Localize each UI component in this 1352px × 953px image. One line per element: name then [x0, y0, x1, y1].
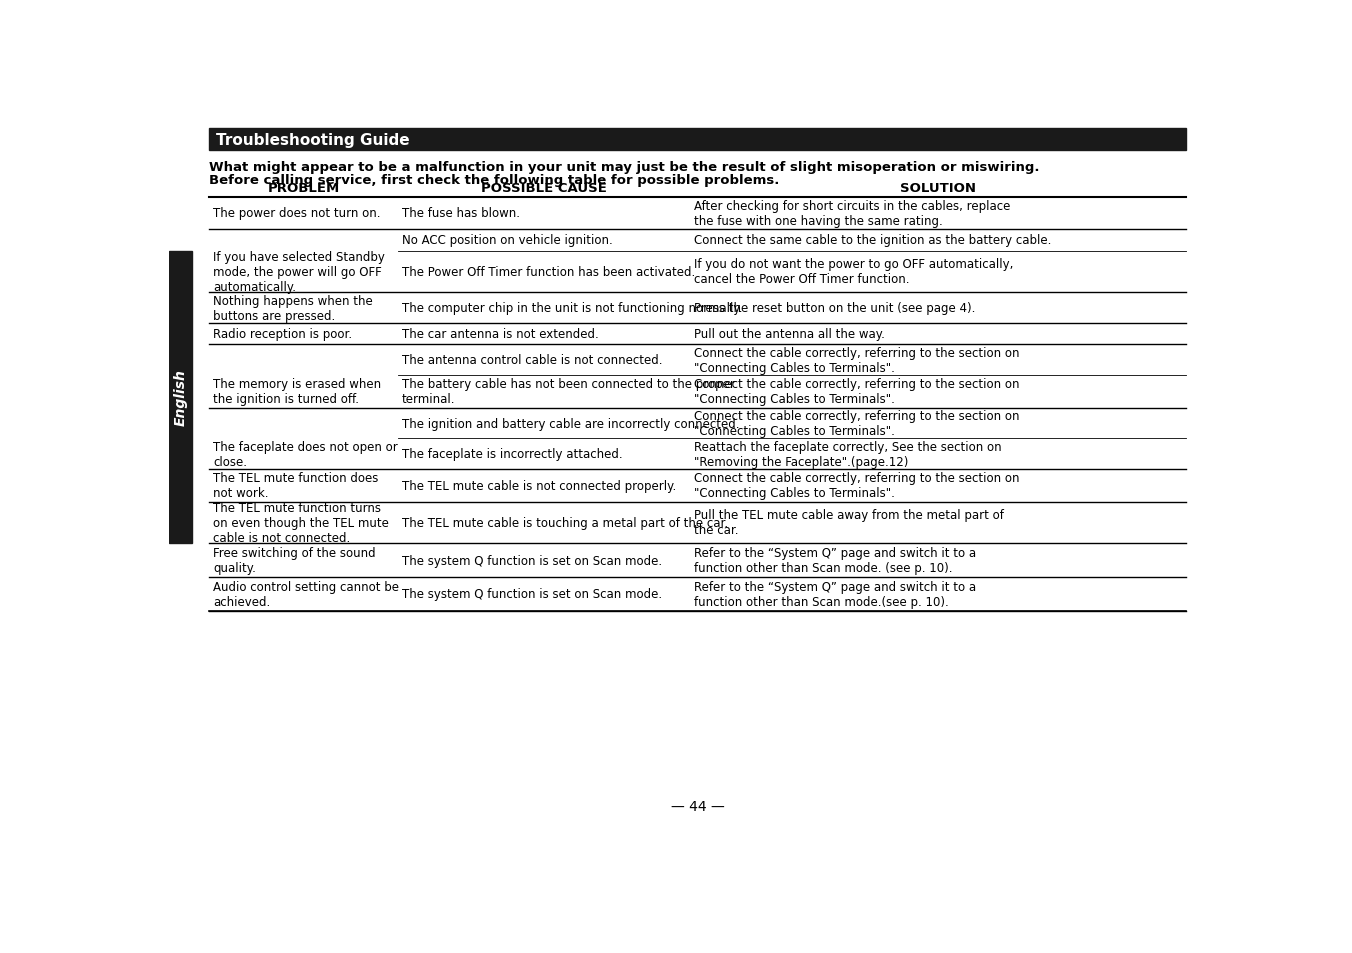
Text: Connect the same cable to the ignition as the battery cable.: Connect the same cable to the ignition a…: [694, 234, 1051, 247]
Text: The TEL mute function turns
on even though the TEL mute
cable is not connected.: The TEL mute function turns on even thou…: [214, 501, 389, 544]
Text: After checking for short circuits in the cables, replace
the fuse with one havin: After checking for short circuits in the…: [694, 199, 1010, 228]
Text: The computer chip in the unit is not functioning normally.: The computer chip in the unit is not fun…: [402, 302, 742, 314]
Text: Audio control setting cannot be
achieved.: Audio control setting cannot be achieved…: [214, 580, 399, 608]
Text: If you do not want the power to go OFF automatically,
cancel the Power Off Timer: If you do not want the power to go OFF a…: [694, 258, 1013, 286]
Text: The system Q function is set on Scan mode.: The system Q function is set on Scan mod…: [402, 554, 661, 567]
Text: Refer to the “System Q” page and switch it to a
function other than Scan mode.(s: Refer to the “System Q” page and switch …: [694, 580, 976, 608]
Text: The fuse has blown.: The fuse has blown.: [402, 207, 519, 220]
Text: POSSIBLE CAUSE: POSSIBLE CAUSE: [481, 182, 607, 194]
Text: What might appear to be a malfunction in your unit may just be the result of sli: What might appear to be a malfunction in…: [210, 161, 1040, 174]
Text: The TEL mute cable is touching a metal part of the car.: The TEL mute cable is touching a metal p…: [402, 517, 727, 529]
Text: The TEL mute cable is not connected properly.: The TEL mute cable is not connected prop…: [402, 479, 676, 493]
Text: Pull the TEL mute cable away from the metal part of
the car.: Pull the TEL mute cable away from the me…: [694, 509, 1003, 537]
Text: The antenna control cable is not connected.: The antenna control cable is not connect…: [402, 354, 662, 367]
Text: SOLUTION: SOLUTION: [900, 182, 976, 194]
Text: Reattach the faceplate correctly, See the section on
"Removing the Faceplate".(p: Reattach the faceplate correctly, See th…: [694, 440, 1002, 468]
Text: The faceplate is incorrectly attached.: The faceplate is incorrectly attached.: [402, 448, 622, 461]
Text: English: English: [173, 369, 188, 426]
Text: Before calling service, first check the following table for possible problems.: Before calling service, first check the …: [210, 173, 780, 187]
Bar: [169, 252, 192, 543]
Text: Troubleshooting Guide: Troubleshooting Guide: [215, 132, 410, 148]
Text: — 44 —: — 44 —: [671, 799, 725, 813]
Text: Nothing happens when the
buttons are pressed.: Nothing happens when the buttons are pre…: [214, 294, 373, 322]
Text: Radio reception is poor.: Radio reception is poor.: [214, 328, 353, 341]
Text: Connect the cable correctly, referring to the section on
"Connecting Cables to T: Connect the cable correctly, referring t…: [694, 347, 1019, 375]
Text: If you have selected Standby
mode, the power will go OFF
automatically.: If you have selected Standby mode, the p…: [214, 251, 385, 294]
Text: The Power Off Timer function has been activated.: The Power Off Timer function has been ac…: [402, 266, 695, 278]
Text: Connect the cable correctly, referring to the section on
"Connecting Cables to T: Connect the cable correctly, referring t…: [694, 472, 1019, 500]
Text: The ignition and battery cable are incorrectly connected.: The ignition and battery cable are incor…: [402, 417, 740, 430]
Text: The memory is erased when
the ignition is turned off.: The memory is erased when the ignition i…: [214, 378, 381, 406]
Bar: [210, 129, 1186, 152]
Text: The power does not turn on.: The power does not turn on.: [214, 207, 381, 220]
Text: The battery cable has not been connected to the proper
terminal.: The battery cable has not been connected…: [402, 378, 734, 406]
Text: The TEL mute function does
not work.: The TEL mute function does not work.: [214, 472, 379, 500]
Text: Pull out the antenna all the way.: Pull out the antenna all the way.: [694, 328, 884, 341]
Text: The system Q function is set on Scan mode.: The system Q function is set on Scan mod…: [402, 588, 661, 600]
Text: Press the reset button on the unit (see page 4).: Press the reset button on the unit (see …: [694, 302, 975, 314]
Text: Refer to the “System Q” page and switch it to a
function other than Scan mode. (: Refer to the “System Q” page and switch …: [694, 546, 976, 575]
Text: Connect the cable correctly, referring to the section on
"Connecting Cables to T: Connect the cable correctly, referring t…: [694, 378, 1019, 406]
Text: The faceplate does not open or
close.: The faceplate does not open or close.: [214, 440, 397, 468]
Text: Free switching of the sound
quality.: Free switching of the sound quality.: [214, 546, 376, 575]
Text: Connect the cable correctly, referring to the section on
"Connecting Cables to T: Connect the cable correctly, referring t…: [694, 410, 1019, 437]
Text: PROBLEM: PROBLEM: [268, 182, 339, 194]
Text: No ACC position on vehicle ignition.: No ACC position on vehicle ignition.: [402, 234, 612, 247]
Text: The car antenna is not extended.: The car antenna is not extended.: [402, 328, 598, 341]
